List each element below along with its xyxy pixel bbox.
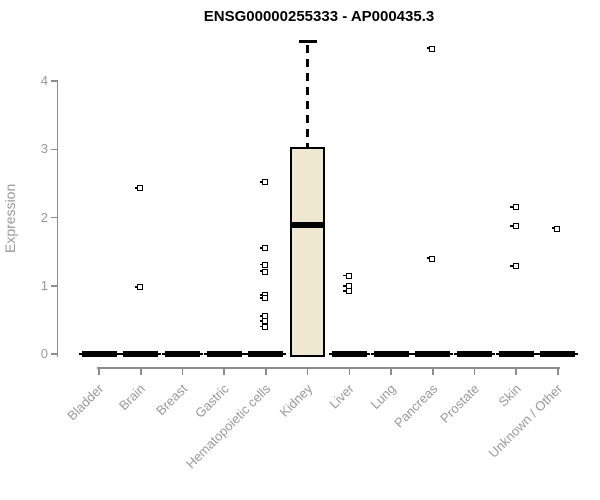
x-tick-brain [139, 368, 142, 375]
flat-bar-unknown-other [537, 351, 579, 357]
y-tick-2 [51, 216, 57, 219]
outlier-hematopoietic-cells-0 [259, 179, 269, 186]
y-tick-3 [51, 148, 57, 151]
x-label-breast: Breast [152, 381, 191, 419]
x-tick-prostate [473, 368, 476, 375]
x-label-prostate: Prostate [437, 381, 483, 426]
flat-bar-pancreas [412, 351, 454, 357]
x-label-gastric: Gastric [192, 381, 232, 421]
y-tick-label-0: 0 [40, 346, 48, 361]
flat-bar-gastric [203, 351, 245, 357]
outlier-hematopoietic-cells-5 [259, 295, 269, 302]
x-tick-hematopoietic-cells [265, 368, 267, 375]
flat-bar-bladder [78, 351, 120, 357]
y-tick-label-1: 1 [40, 277, 48, 293]
whisker-cap-kidney [298, 40, 317, 43]
outlier-skin-0 [509, 204, 519, 211]
x-tick-lung [390, 368, 392, 375]
outlier-hematopoietic-cells-2 [259, 261, 269, 268]
outlier-liver-2 [343, 288, 352, 295]
y-tick-1 [51, 285, 57, 287]
y-tick-label-4: 4 [40, 73, 48, 89]
y-tick-label-3: 3 [40, 141, 48, 157]
outlier-brain-0 [134, 185, 144, 192]
flat-bar-liver [328, 351, 370, 357]
outlier-skin-1 [509, 222, 519, 229]
y-tick-0 [51, 353, 57, 355]
x-tick-skin [515, 368, 517, 375]
x-label-kidney: Kidney [276, 381, 316, 420]
outlier-pancreas-1 [426, 255, 436, 262]
median-kidney [292, 222, 324, 229]
y-tick-4 [51, 80, 57, 82]
flat-bar-prostate [453, 351, 495, 357]
flat-bar-brain [120, 351, 162, 357]
whisker-kidney [306, 44, 309, 148]
x-label-unknown-other: Unknown / Other [485, 381, 566, 461]
outlier-pancreas-0 [426, 45, 436, 52]
outlier-brain-1 [134, 284, 144, 291]
flat-bar-hematopoietic-cells [245, 351, 287, 357]
box-kidney [290, 147, 326, 357]
x-tick-breast [181, 368, 184, 375]
x-label-liver: Liver [326, 381, 357, 412]
y-axis-label: Expression [2, 183, 18, 253]
outlier-hematopoietic-cells-1 [259, 245, 269, 252]
flat-bar-breast [161, 351, 203, 357]
x-label-brain: Brain [116, 381, 149, 414]
y-axis-line [56, 80, 59, 357]
y-tick-label-2: 2 [40, 209, 48, 225]
x-tick-gastric [223, 368, 225, 375]
x-axis-line [97, 367, 560, 369]
outlier-hematopoietic-cells-8 [259, 323, 269, 330]
x-tick-unknown-other [557, 368, 559, 375]
chart-title: ENSG00000255333 - AP000435.3 [203, 8, 435, 25]
x-tick-pancreas [431, 368, 434, 375]
outlier-skin-2 [509, 263, 519, 270]
x-tick-kidney [306, 368, 309, 375]
x-label-lung: Lung [367, 381, 399, 413]
x-tick-bladder [98, 368, 100, 375]
x-tick-liver [348, 368, 351, 375]
x-label-bladder: Bladder [64, 381, 107, 424]
outlier-hematopoietic-cells-3 [259, 268, 269, 275]
outlier-liver-0 [343, 272, 352, 279]
x-label-skin: Skin [495, 381, 524, 410]
flat-bar-skin [495, 351, 537, 357]
outlier-unknown-other-0 [551, 225, 561, 232]
x-label-pancreas: Pancreas [390, 381, 441, 431]
flat-bar-lung [370, 351, 412, 357]
